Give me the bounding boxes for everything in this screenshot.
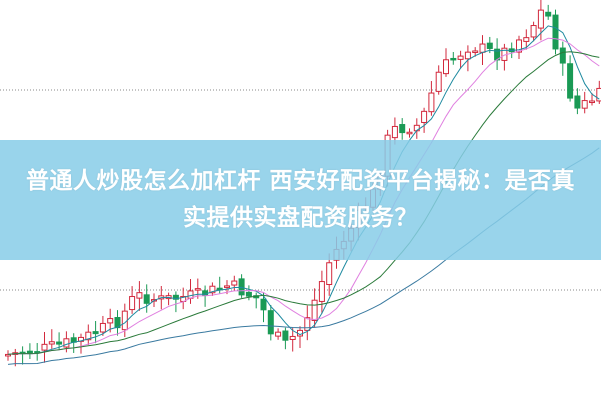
candle-body xyxy=(457,55,464,60)
ma-line-long xyxy=(7,51,600,355)
candle-body xyxy=(5,353,11,357)
candle-body xyxy=(596,87,601,102)
candle-body xyxy=(559,47,566,64)
candle-body xyxy=(92,331,99,335)
candle-body xyxy=(282,330,289,341)
candle-body xyxy=(194,288,201,291)
article-title: 普通人炒股怎么加杠杆 西安好配资平台揭秘：是否真实提供实盘配资服务？ xyxy=(25,168,575,231)
candle-body xyxy=(472,50,479,53)
candle-body xyxy=(275,331,282,337)
candle-body xyxy=(209,285,216,294)
candle-body xyxy=(574,95,581,109)
candle-body xyxy=(428,92,435,113)
candle-body xyxy=(552,14,559,50)
candle-body xyxy=(464,51,471,60)
title-banner: 普通人炒股怎么加杠杆 西安好配资平台揭秘：是否真实提供实盘配资服务？ xyxy=(0,140,601,260)
ma-line-mid xyxy=(7,37,600,355)
candle-body xyxy=(545,11,552,17)
candle-body xyxy=(304,317,311,331)
candle-body xyxy=(486,42,493,49)
candle-body xyxy=(516,39,522,53)
candle-body xyxy=(99,322,106,333)
candle-body xyxy=(399,124,406,134)
candle-body xyxy=(63,338,70,348)
candle-body xyxy=(143,294,150,304)
candle-body xyxy=(136,292,143,299)
candle-body xyxy=(567,63,574,99)
candle-body xyxy=(523,37,530,42)
candle-body xyxy=(238,278,245,296)
candle-body xyxy=(267,310,274,335)
candle-body xyxy=(231,280,238,286)
candle-body xyxy=(406,131,413,135)
candle-body xyxy=(443,59,449,75)
ma-line-short xyxy=(7,25,600,355)
candle-body xyxy=(224,285,230,288)
candle-body xyxy=(172,294,179,300)
candle-body xyxy=(581,100,588,109)
candle-body xyxy=(318,281,325,302)
candle-body xyxy=(121,310,128,331)
candle-body xyxy=(589,100,595,104)
candle-body xyxy=(537,9,544,29)
candle-body xyxy=(530,25,537,38)
candle-body xyxy=(245,291,252,297)
candle-body xyxy=(114,317,121,329)
candle-body xyxy=(85,331,92,341)
candle-body xyxy=(326,262,333,286)
candle-body xyxy=(48,341,55,345)
candle-body xyxy=(129,296,136,311)
candle-body xyxy=(289,335,296,340)
candle-body xyxy=(450,57,457,61)
candle-body xyxy=(41,343,48,351)
candle-body xyxy=(260,298,267,311)
candle-body xyxy=(479,43,486,53)
candle-body xyxy=(56,341,63,345)
candle-body xyxy=(435,71,442,92)
candle-body xyxy=(107,318,114,324)
candle-body xyxy=(421,110,428,123)
candle-body xyxy=(311,299,318,321)
candle-body xyxy=(391,125,398,139)
